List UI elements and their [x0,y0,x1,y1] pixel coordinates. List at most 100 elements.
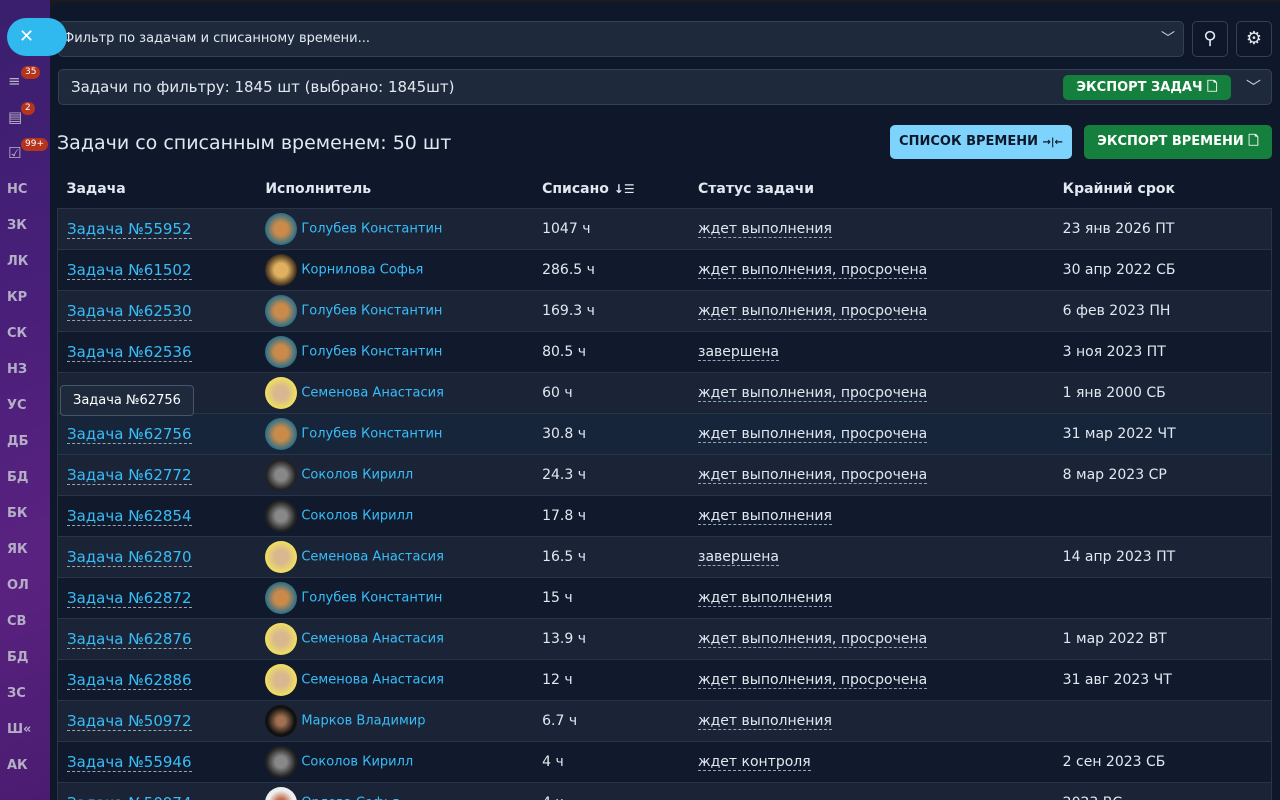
executor-link[interactable]: Голубев Константин [301,344,443,359]
table-row[interactable]: Задача №62886 Семенова Анастасия 12 ч жд… [57,658,1272,700]
sort-desc-icon[interactable]: ↓☰ [613,181,635,196]
export-tasks-label: ЭКСПОРТ ЗАДАЧ [1076,80,1203,95]
spent-time: 4 ч [533,740,689,782]
search-button[interactable]: ⚲ [1192,21,1228,57]
close-button[interactable]: ✕ [7,18,67,56]
executor-link[interactable]: Соколов Кирилл [301,754,414,769]
sidebar-item[interactable]: АК [7,758,28,773]
column-header[interactable]: Списано ↓☰ [533,170,689,208]
task-link[interactable]: Задача №61502 [67,260,192,280]
executor-link[interactable]: Марков Владимир [301,713,426,728]
chevron-down-icon[interactable]: ﹀ [1245,78,1261,96]
table-row[interactable]: Задача №62872 Голубев Константин 15 ч жд… [57,576,1272,618]
sidebar-item[interactable]: БК [7,506,28,521]
avatar [265,704,298,737]
table-row[interactable]: Семенова Анастасия 60 ч ждет выполнения,… [57,371,1272,413]
executor-link[interactable]: Орлова Софья [301,795,399,800]
table-row[interactable]: Задача №55952 Голубев Константин 1047 ч … [57,207,1272,249]
filter-input[interactable]: Фильтр по задачам и списанному времени..… [58,21,1184,57]
task-status[interactable]: завершена [698,548,779,566]
executor-link[interactable]: Голубев Константин [301,221,443,236]
sidebar-item[interactable]: СК [7,326,28,341]
sidebar-item[interactable]: ЯК [7,542,28,557]
task-link[interactable]: Задача №62854 [67,506,192,526]
task-status[interactable]: ждет выполнения, просрочена [698,261,928,279]
task-link[interactable]: Задача №62886 [67,670,192,690]
executor-link[interactable]: Голубев Константин [301,303,443,318]
task-status[interactable]: ждет выполнения [698,220,832,238]
settings-button[interactable]: ⚙ [1236,21,1272,57]
task-link[interactable]: Задача №62756 [67,424,192,444]
header-label: Исполнитель [265,180,372,197]
table-row[interactable]: Задача №62530 Голубев Константин 169.3 ч… [57,289,1272,331]
executor-link[interactable]: Корнилова Софья [301,262,424,277]
task-status[interactable]: ждет выполнения, просрочена [698,630,928,648]
task-link[interactable]: Задача №62536 [67,342,192,362]
sidebar-item[interactable]: ЛК [7,254,29,269]
table-row[interactable]: Задача №62876 Семенова Анастасия 13.9 ч … [57,617,1272,659]
executor-link[interactable]: Семенова Анастасия [301,385,444,400]
time-list-button[interactable]: СПИСОК ВРЕМЕНИ →|← [890,125,1072,159]
sidebar-item[interactable]: НЗ [7,362,28,377]
task-status[interactable]: ждет выполнения [698,712,832,730]
sidebar-item[interactable]: СВ [7,614,27,629]
executor-link[interactable]: Соколов Кирилл [301,508,414,523]
sidebar-item[interactable]: КР [7,290,28,305]
sidebar: ✕ ≡ 35 ▤ 2 ☑ 99+ НС ЗК ЛК КР СК НЗ УС ДБ БД БК ЯК ОЛ СВ БД З… [0,0,67,800]
table-row[interactable]: Задача №62870 Семенова Анастасия 16.5 ч … [57,535,1272,577]
table-row[interactable]: Задача №62854 Соколов Кирилл 17.8 ч ждет… [57,494,1272,536]
sidebar-item[interactable]: БД [7,650,29,665]
task-status[interactable]: завершена [698,343,779,361]
executor-link[interactable]: Семенова Анастасия [301,672,444,687]
page-title: Задачи со списанным временем: 50 шт [57,132,452,154]
header-label: Крайний срок [1062,180,1175,197]
task-link[interactable]: Задача №50972 [67,711,192,731]
sidebar-item[interactable]: НС [7,182,28,197]
sidebar-item[interactable]: Ш« [7,722,32,737]
executor-link[interactable]: Голубев Константин [301,426,443,441]
sidebar-item[interactable]: ЗС [7,686,26,701]
executor-link[interactable]: Семенова Анастасия [301,631,444,646]
sidebar-item[interactable]: УС [7,398,27,413]
sidebar-item[interactable]: БД [7,470,29,485]
task-status[interactable]: ждет выполнения [698,589,832,607]
sidebar-item[interactable]: ДБ [7,434,29,449]
task-status[interactable]: ждет выполнения, просрочена [698,384,928,402]
column-header: Крайний срок [1054,170,1272,208]
table-row[interactable]: Задача №62756 Голубев Константин 30.8 ч … [57,412,1272,454]
task-status[interactable]: ждет контроля [698,753,811,771]
task-link[interactable]: Задача №62772 [67,465,192,485]
task-status[interactable]: ждет выполнения, просрочена [698,425,928,443]
task-link[interactable]: Задача №62872 [67,588,192,608]
avatar [265,253,298,286]
table-row[interactable]: Задача №61502 Корнилова Софья 286.5 ч жд… [57,248,1272,290]
task-link[interactable]: Задача №62876 [67,629,192,649]
task-link[interactable]: Задача №62530 [67,301,192,321]
table-row[interactable]: Задача №62772 Соколов Кирилл 24.3 ч ждет… [57,453,1272,495]
avatar [265,786,298,800]
calendar-icon[interactable]: ▤ [8,108,23,126]
spent-time: 80.5 ч [533,330,689,372]
task-link[interactable]: Задача №55952 [67,219,192,239]
task-status[interactable]: ждет выполнения [698,507,832,525]
task-status[interactable]: ждет выполнения, просрочена [698,302,928,320]
sidebar-item[interactable]: ОЛ [7,578,29,593]
table-row[interactable]: Задача №50972 Марков Владимир 6.7 ч ждет… [57,699,1272,741]
table-row[interactable]: Задача №55946 Соколов Кирилл 4 ч ждет ко… [57,740,1272,782]
task-status[interactable]: ждет выполнения, просрочена [698,466,928,484]
executor-link[interactable]: Соколов Кирилл [301,467,414,482]
export-time-button[interactable]: ЭКСПОРТ ВРЕМЕНИ 🗋 [1084,125,1272,159]
task-link[interactable]: Задача №50974 [67,793,192,800]
executor-link[interactable]: Голубев Константин [301,590,443,605]
table-row[interactable]: Задача №50974 Орлова Софья 4 ч 2023 ВС [57,781,1272,800]
executor-link[interactable]: Семенова Анастасия [301,549,444,564]
table-row[interactable]: Задача №62536 Голубев Константин 80.5 ч … [57,330,1272,372]
checkbox-icon[interactable]: ☑ [8,144,22,162]
sidebar-item[interactable]: ЗК [7,218,27,233]
filter-icon[interactable]: ≡ [8,72,21,90]
task-link[interactable]: Задача №62870 [67,547,192,567]
task-link[interactable]: Задача №55946 [67,752,192,772]
task-status[interactable]: ждет выполнения, просрочена [698,671,928,689]
export-tasks-button[interactable]: ЭКСПОРТ ЗАДАЧ 🗋 [1063,75,1231,100]
chevron-down-icon[interactable]: ﹀ [1161,31,1175,47]
